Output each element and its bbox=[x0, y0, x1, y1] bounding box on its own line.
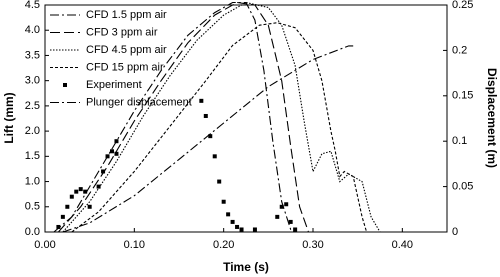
marker bbox=[74, 189, 79, 194]
marker bbox=[226, 212, 231, 217]
y-tick-label: 4.0 bbox=[25, 24, 40, 36]
marker bbox=[217, 179, 222, 184]
marker bbox=[279, 204, 284, 209]
y-tick-label: 0.0 bbox=[25, 226, 40, 238]
plot-frame bbox=[44, 4, 448, 233]
y-tick-label: 3.0 bbox=[25, 75, 40, 87]
legend-label: Plunger displacement bbox=[86, 96, 192, 108]
y-tick-label: 0.5 bbox=[25, 201, 40, 213]
marker bbox=[288, 219, 293, 224]
marker bbox=[56, 224, 61, 229]
y2-axis-title: Displacement (m) bbox=[485, 68, 499, 168]
marker bbox=[293, 227, 298, 232]
y-tick-label: 2.0 bbox=[25, 125, 40, 137]
marker bbox=[239, 227, 244, 232]
series-line bbox=[71, 22, 368, 233]
marker bbox=[96, 184, 101, 189]
y-axis-title: Lift (mm) bbox=[2, 92, 16, 143]
series-line bbox=[62, 1, 381, 233]
marker bbox=[101, 169, 106, 174]
series-line bbox=[62, 45, 354, 233]
marker bbox=[252, 227, 257, 232]
y2-tick-label: 0.25 bbox=[452, 0, 473, 11]
marker bbox=[65, 204, 70, 209]
legend-label: CFD 3 ppm air bbox=[86, 26, 158, 38]
marker bbox=[87, 204, 92, 209]
series-line bbox=[57, 1, 310, 233]
marker bbox=[203, 113, 208, 118]
legend-label: Experiment bbox=[86, 79, 142, 91]
marker bbox=[105, 154, 110, 159]
y2-tick-label: 0.1 bbox=[452, 135, 467, 147]
y-tick-label: 1.0 bbox=[25, 175, 40, 187]
marker bbox=[60, 214, 65, 219]
x-tick-label: 0.00 bbox=[34, 239, 55, 251]
series-line bbox=[53, 1, 296, 233]
x-tick-label: 0.40 bbox=[392, 239, 413, 251]
y-tick-label: 4.5 bbox=[25, 0, 40, 11]
marker bbox=[69, 194, 74, 199]
y2-tick-label: 0 bbox=[452, 226, 458, 238]
marker bbox=[235, 224, 240, 229]
marker bbox=[110, 149, 114, 154]
marker bbox=[221, 199, 226, 204]
marker bbox=[212, 154, 217, 159]
x-axis-title: Time (s) bbox=[223, 260, 269, 274]
y-tick-label: 1.5 bbox=[25, 150, 40, 162]
marker bbox=[275, 214, 280, 219]
y2-tick-label: 0.15 bbox=[452, 90, 473, 102]
y2-tick-label: 0.05 bbox=[452, 181, 473, 193]
marker bbox=[230, 219, 235, 224]
marker bbox=[284, 202, 289, 207]
marker bbox=[114, 139, 119, 144]
x-tick-label: 0.20 bbox=[213, 239, 234, 251]
x-tick-label: 0.30 bbox=[302, 239, 323, 251]
marker bbox=[114, 151, 119, 156]
x-tick-label: 0.10 bbox=[124, 239, 145, 251]
legend-marker bbox=[63, 83, 67, 87]
marker bbox=[208, 134, 213, 139]
legend-label: CFD 15 ppm air bbox=[86, 61, 164, 73]
marker bbox=[78, 187, 83, 192]
marker bbox=[199, 98, 204, 103]
y2-tick-label: 0.2 bbox=[452, 44, 467, 56]
y-tick-label: 3.5 bbox=[25, 49, 40, 61]
legend-label: CFD 4.5 ppm air bbox=[86, 44, 167, 56]
marker bbox=[83, 189, 88, 194]
legend-label: CFD 1.5 ppm air bbox=[86, 9, 167, 21]
y-tick-label: 2.5 bbox=[25, 100, 40, 112]
